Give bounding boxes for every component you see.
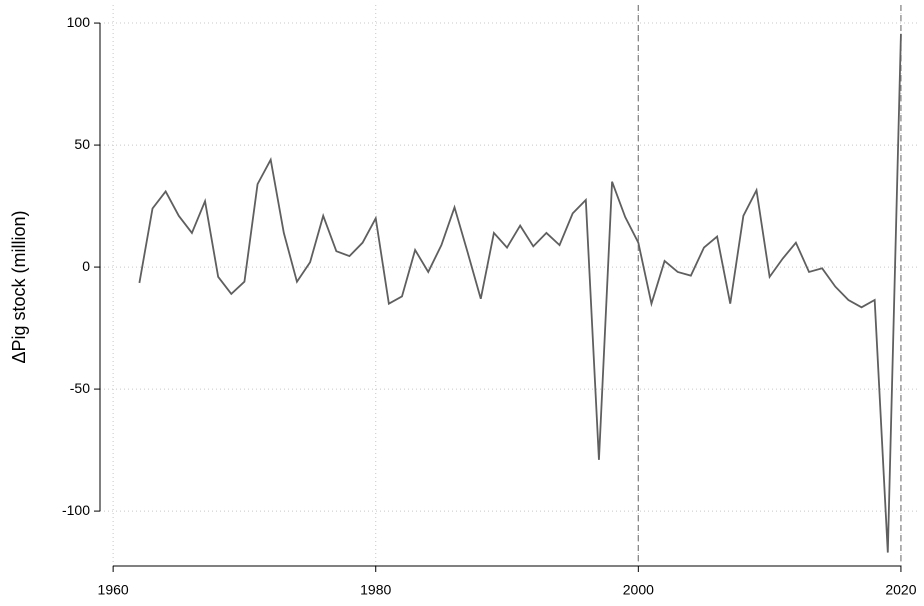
x-tick-label: 1960 (98, 582, 129, 598)
y-tick-label: 0 (82, 258, 90, 274)
y-tick-label: 100 (67, 14, 91, 30)
y-tick-label: -100 (62, 502, 90, 518)
y-tick-label: 50 (74, 136, 90, 152)
x-tick-label: 2000 (623, 582, 654, 598)
y-axis-label: ΔPig stock (million) (9, 210, 29, 363)
data-line (138, 34, 902, 553)
x-tick-label: 1980 (360, 582, 391, 598)
x-tick-label: 2020 (885, 582, 916, 598)
y-tick-label: -50 (70, 380, 90, 396)
